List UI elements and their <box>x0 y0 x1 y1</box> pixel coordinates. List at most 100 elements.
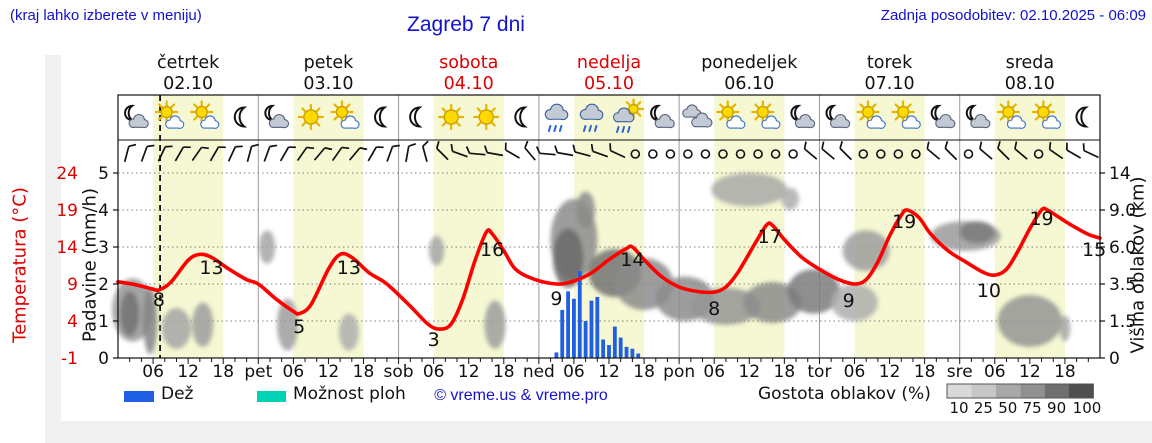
wind-barb-icon <box>997 141 1010 161</box>
wind-barb-icon <box>140 144 155 162</box>
x-hour-label: 06 <box>423 362 445 382</box>
rain-bar <box>636 353 641 358</box>
temperature-value-label: 8 <box>708 298 720 320</box>
wind-barb-icon <box>1065 142 1082 159</box>
day-name-label: ponedeljek <box>701 53 798 73</box>
temperature-value-label: 17 <box>758 226 782 248</box>
temperature-value-label: 19 <box>1029 208 1053 230</box>
cloud-blob <box>831 284 878 321</box>
daylight-band <box>573 95 645 358</box>
daylight-band <box>854 95 925 358</box>
wind-barb-icon <box>313 147 333 161</box>
wind-barb-icon <box>279 146 296 162</box>
temperature-value-label: 9 <box>843 290 855 312</box>
wind-barb-icon <box>296 146 315 162</box>
cloud-blob <box>550 198 598 281</box>
precipitation-tick-label: 0 <box>98 349 109 369</box>
x-hour-label: 18 <box>914 362 936 382</box>
x-hour-label: 18 <box>353 362 375 382</box>
rain-bar <box>589 300 594 358</box>
showers-legend-swatch <box>257 391 286 402</box>
temperature-tick-label: 4 <box>67 312 78 332</box>
cloud-blob <box>484 300 506 349</box>
x-hour-label: 12 <box>738 362 760 382</box>
day-date-label: 08.10 <box>1005 74 1055 94</box>
day-name-label: torek <box>867 53 913 73</box>
plot-frame <box>117 94 1101 359</box>
day-name-label: nedelja <box>577 53 641 73</box>
x-hour-label: 18 <box>1054 362 1076 382</box>
cloud-blob <box>143 287 158 355</box>
calm-wind-icon <box>648 149 658 159</box>
temperature-tick-label: 9 <box>67 275 78 295</box>
calm-wind-icon <box>1033 149 1044 159</box>
temperature-value-label: 8 <box>153 289 165 311</box>
calm-wind-icon <box>683 149 693 159</box>
daylight-band <box>153 95 224 358</box>
day-name-label: petek <box>304 53 355 73</box>
daylight-band <box>433 95 504 358</box>
rain-bars <box>554 271 641 358</box>
rain-icon <box>579 103 604 132</box>
wind-barb-icon <box>554 145 574 157</box>
wind-barb-icon <box>484 145 504 157</box>
cloud-height-axis-label: Višina oblakov (km) <box>1127 176 1149 354</box>
x-hour-label: 06 <box>703 362 725 382</box>
copyright-link[interactable]: © vreme.us & vreme.pro <box>434 387 608 404</box>
moon-icon <box>233 106 248 128</box>
x-day-abbrev-label: pon <box>663 362 695 382</box>
cloud-blob <box>1059 315 1071 342</box>
wind-barb-icon <box>157 145 173 162</box>
cloud-blob <box>112 278 154 342</box>
wind-barb-icon <box>944 141 958 161</box>
moon-cloud-icon <box>264 104 290 129</box>
moon-icon <box>374 106 388 128</box>
calm-wind-icon <box>700 149 711 159</box>
calm-wind-icon <box>911 149 921 159</box>
temperature-value-label: 16 <box>480 239 504 261</box>
cloud-blob <box>787 269 840 314</box>
x-hour-label: 12 <box>458 362 480 382</box>
cloud-blob <box>428 235 445 266</box>
x-hour-label: 18 <box>212 362 234 382</box>
weather-icons-row <box>124 98 1089 133</box>
x-hour-label: 12 <box>598 362 620 382</box>
wind-barb-icon <box>803 141 818 160</box>
cloud-density-tick-label: 90 <box>1047 399 1066 417</box>
rain-bar <box>612 326 617 358</box>
moon-cloud-icon <box>124 104 149 129</box>
cloud-blob <box>614 258 674 310</box>
cloud-blob <box>276 298 299 351</box>
cloud-blob <box>997 295 1063 347</box>
calm-wind-icon <box>963 149 974 159</box>
wind-barb-icon <box>979 141 993 160</box>
moon-cloud-icon <box>930 104 956 129</box>
cloud-blob <box>655 276 715 321</box>
calm-wind-icon <box>735 149 746 159</box>
wind-barb-icon <box>246 143 259 162</box>
rain-icon <box>544 103 569 132</box>
x-hour-label: 06 <box>984 362 1006 382</box>
cloud-density-swatch <box>971 384 996 398</box>
wind-barb-icon <box>123 143 137 162</box>
wind-barb-icon <box>348 147 368 161</box>
cloud-density-tick-label: 25 <box>974 399 993 417</box>
wind-barb-icon <box>386 144 400 162</box>
cloud-blob <box>338 313 359 351</box>
cloud-density-border <box>946 383 1094 399</box>
cloud-density-tick-label: 10 <box>949 399 968 417</box>
x-day-abbrev-label: ned <box>523 362 555 382</box>
temperature-value-label: 3 <box>428 329 440 351</box>
temperature-value-label: 14 <box>620 249 644 271</box>
cloud-blob <box>711 173 788 207</box>
x-hour-label: 06 <box>283 362 305 382</box>
cloud-density-gradient <box>946 383 1094 399</box>
cloud-density-swatch <box>1044 384 1069 398</box>
moon-cloud-icon <box>790 104 816 129</box>
cloud-blob <box>120 291 140 336</box>
wind-barb-icon <box>174 146 191 162</box>
calm-wind-icon <box>630 149 641 159</box>
cloud-blob <box>161 308 192 349</box>
cloud-blob <box>959 221 995 244</box>
